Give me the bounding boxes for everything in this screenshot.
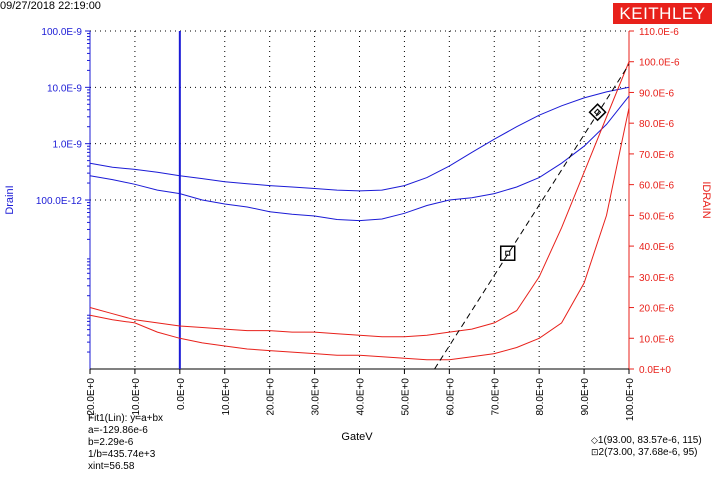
x-axis-label: GateV bbox=[341, 431, 373, 443]
right-tick-label: 60.0E-6 bbox=[639, 181, 674, 192]
cursor-square-marker bbox=[499, 245, 516, 261]
diamond-icon: ◇ bbox=[591, 436, 598, 446]
x-tick-label: 0.0E+0 bbox=[176, 378, 187, 410]
right-tick-label: 80.0E-6 bbox=[639, 119, 674, 130]
grid bbox=[89, 30, 630, 369]
x-tick-label: 40.0E+0 bbox=[356, 378, 367, 416]
right-tick-label: 90.0E-6 bbox=[639, 88, 674, 99]
fit-results-box: Fit1(Lin): y=a+bx a=-129.86e-6 b=2.29e-6… bbox=[88, 413, 163, 473]
right-tick-label: 50.0E-6 bbox=[639, 211, 674, 222]
y-axis-label-right: IDRAIN bbox=[700, 181, 712, 218]
axes bbox=[85, 30, 634, 374]
left-tick-label: 10.0E-9 bbox=[47, 83, 82, 94]
right-tick-label: 40.0E-6 bbox=[639, 242, 674, 253]
right-tick-label: 10.0E-6 bbox=[639, 334, 674, 345]
series-line bbox=[89, 95, 630, 222]
fit-line: b=2.29e-6 bbox=[88, 437, 134, 448]
y-axis-label-left: DrainI bbox=[4, 185, 16, 214]
series-line bbox=[89, 61, 630, 338]
fit-line: a=-129.86e-6 bbox=[88, 425, 148, 436]
x-tick-label: 70.0E+0 bbox=[490, 378, 501, 416]
x-tick-label: 20.0E+0 bbox=[266, 378, 277, 416]
right-tick-label: 30.0E-6 bbox=[639, 273, 674, 284]
tick-labels: -20.0E+0 -10.0E+0 0.0E+0 10.0E+0 20.0E+0 30.0… bbox=[36, 27, 680, 421]
cursor-readout: ◇1(93.00, 83.57e-6, 115) ⊡2(73.00, 37.68… bbox=[591, 435, 702, 459]
x-tick-label: 10.0E+0 bbox=[221, 378, 232, 416]
cursor-square-inner bbox=[505, 250, 511, 256]
fit-line: 1/b=435.74e+3 bbox=[88, 449, 156, 460]
cursor-readout-1-text: 1(93.00, 83.57e-6, 115) bbox=[597, 435, 702, 446]
right-tick-label: 0.0E+0 bbox=[639, 365, 671, 376]
x-tick-label: 80.0E+0 bbox=[535, 378, 546, 416]
timestamp: 09/27/2018 22:19:00 bbox=[0, 0, 101, 12]
cursor-readout-2-text: 2(73.00, 37.68e-6, 95) bbox=[598, 447, 698, 458]
cursor-readout-1: ◇1(93.00, 83.57e-6, 115) bbox=[591, 435, 702, 447]
right-tick-label: 20.0E-6 bbox=[639, 304, 674, 315]
cursor-readout-2: ⊡2(73.00, 37.68e-6, 95) bbox=[591, 447, 702, 459]
fit-line: xint=56.58 bbox=[88, 461, 135, 472]
left-tick-label: 1.0E-9 bbox=[53, 140, 83, 151]
brand-logo: KEITHLEY bbox=[613, 3, 712, 24]
left-tick-label: 100.0E-9 bbox=[41, 27, 82, 38]
cursor-diamond-inner bbox=[593, 108, 602, 116]
square-icon: ⊡ bbox=[591, 448, 599, 458]
right-tick-label: 110.0E-6 bbox=[639, 27, 679, 38]
x-tick-label: -10.0E+0 bbox=[131, 378, 142, 419]
series-line bbox=[89, 107, 630, 361]
right-tick-label: 70.0E-6 bbox=[639, 150, 674, 161]
x-tick-label: -20.0E+0 bbox=[86, 378, 97, 419]
right-tick-label: 100.0E-6 bbox=[639, 58, 680, 69]
series-layer bbox=[89, 61, 630, 370]
x-tick-label: 100.0E+0 bbox=[625, 378, 636, 422]
series-line bbox=[89, 86, 630, 192]
cursor-diamond-marker bbox=[588, 103, 607, 122]
fit-line: Fit1(Lin): y=a+bx bbox=[88, 413, 164, 424]
left-tick-label: 100.0E-12 bbox=[36, 196, 83, 207]
x-tick-label: 60.0E+0 bbox=[445, 378, 456, 416]
x-tick-label: 30.0E+0 bbox=[311, 378, 322, 416]
x-tick-label: 50.0E+0 bbox=[400, 378, 411, 416]
fit-line bbox=[434, 64, 630, 370]
x-tick-label: 90.0E+0 bbox=[580, 378, 591, 416]
